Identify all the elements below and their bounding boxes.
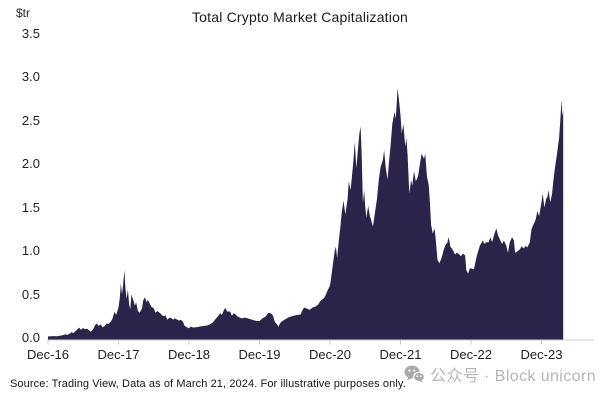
source-note: Source: Trading View, Data as of March 2… (10, 378, 406, 390)
x-axis-tick-marks (47, 340, 542, 345)
x-axis-label: Dec-19 (238, 347, 281, 362)
x-axis-label: Dec-21 (379, 347, 422, 362)
x-axis-label: Dec-23 (520, 347, 563, 362)
y-axis-label: 0.5 (21, 286, 40, 302)
x-axis-label: Dec-22 (450, 347, 492, 362)
y-axis-label: 3.5 (21, 25, 40, 41)
y-axis-unit-label: $tr (16, 6, 31, 20)
x-axis-label: Dec-18 (168, 347, 210, 362)
y-axis-label: 0.0 (21, 330, 40, 345)
chart-title: Total Crypto Market Capitalization (191, 9, 409, 25)
x-axis-label: Dec-20 (309, 347, 351, 362)
x-axis-label: Dec-17 (97, 347, 140, 362)
wechat-icon (404, 365, 426, 383)
y-axis-label: 2.0 (21, 156, 40, 171)
market-cap-area-series (48, 88, 564, 340)
x-axis-label: Dec-16 (27, 347, 69, 362)
y-axis-label: 1.5 (21, 199, 40, 215)
watermark: 公众号 · Block unicorn (404, 362, 596, 386)
watermark-text: 公众号 · Block unicorn (430, 368, 596, 385)
y-axis-label: 2.5 (21, 112, 40, 128)
y-axis-label: 1.0 (21, 243, 40, 258)
y-axis-label: 3.0 (21, 69, 40, 84)
